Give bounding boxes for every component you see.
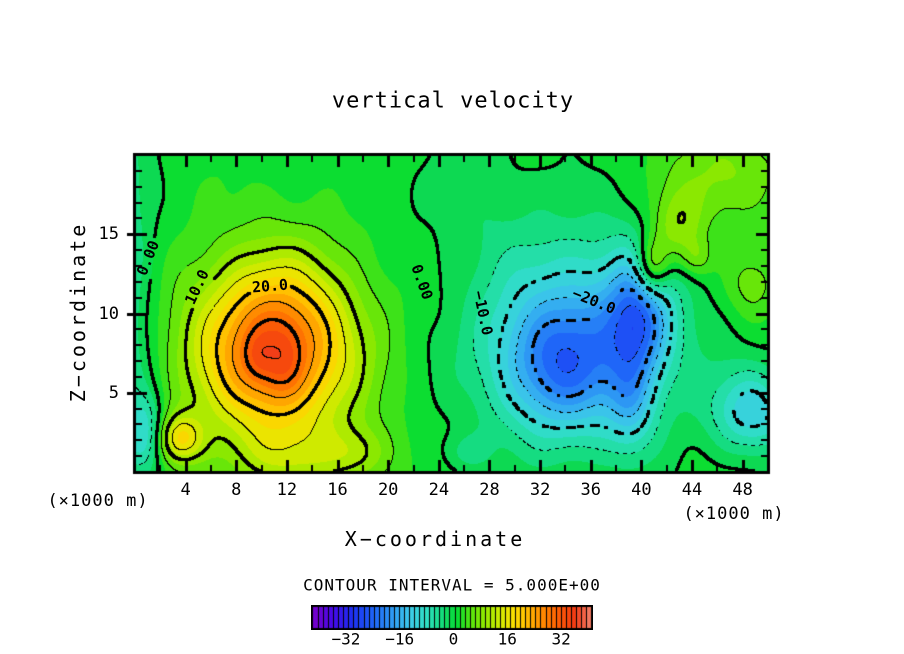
- z-tick-label: 10: [98, 303, 119, 324]
- x-tick-label: 8: [231, 480, 242, 500]
- x-tick-label: 16: [327, 480, 348, 500]
- z-axis-label: Z−coordinate: [66, 221, 90, 403]
- x-tick-label: 12: [276, 480, 298, 500]
- x-tick-label: 44: [681, 480, 703, 500]
- x-tick-label: 28: [479, 480, 500, 500]
- colorbar-tick-label: −16: [385, 629, 415, 649]
- chart-title: vertical velocity: [331, 88, 575, 114]
- x-tick-label: 24: [428, 480, 450, 500]
- colorbar-tick-label: −32: [331, 629, 361, 649]
- colorbar-tick-label: 0: [448, 629, 459, 649]
- colorbar-tick-label: 32: [551, 629, 571, 649]
- contour-label: 20.0: [251, 275, 289, 297]
- colorbar: [311, 605, 593, 630]
- contour-interval-note: CONTOUR INTERVAL = 5.000E+00: [303, 575, 601, 595]
- colorbar-tick-label: 16: [497, 629, 517, 649]
- x-tick-label: 20: [377, 480, 399, 500]
- z-tick-label: 15: [98, 224, 119, 245]
- z-axis-unit: (×1000 m): [47, 491, 149, 511]
- x-tick-label: 32: [529, 480, 551, 500]
- x-tick-label: 36: [580, 480, 601, 500]
- contour-plot-canvas: [125, 145, 778, 482]
- x-axis-unit: (×1000 m): [683, 504, 785, 524]
- x-tick-label: 40: [631, 480, 652, 500]
- x-axis-label: X−coordinate: [344, 527, 526, 551]
- z-tick-label: 5: [108, 382, 119, 403]
- x-tick-label: 48: [732, 480, 753, 500]
- x-tick-label: 4: [180, 480, 191, 500]
